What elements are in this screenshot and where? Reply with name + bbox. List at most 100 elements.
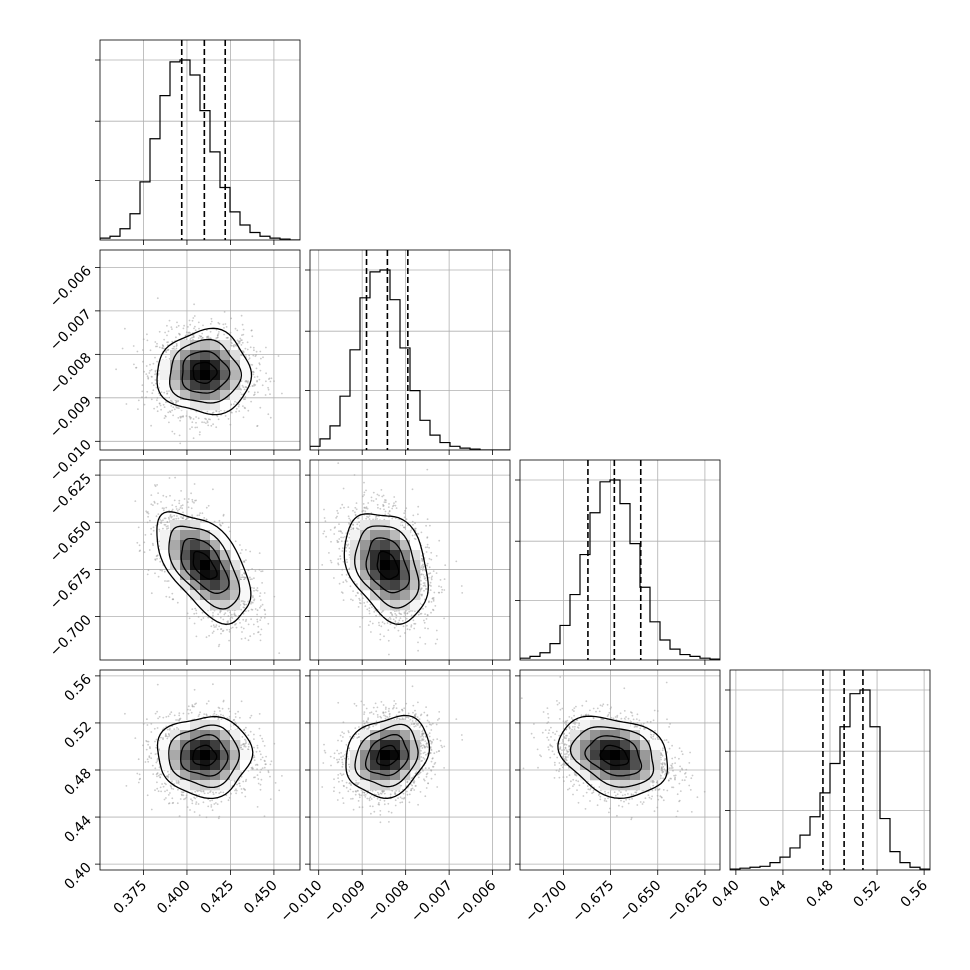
sample-point bbox=[256, 609, 259, 612]
sample-point bbox=[160, 773, 163, 776]
sample-point bbox=[587, 713, 590, 716]
sample-point bbox=[365, 507, 367, 510]
sample-point bbox=[435, 751, 438, 753]
sample-point bbox=[561, 742, 563, 744]
sample-point bbox=[386, 622, 389, 624]
density-block bbox=[220, 730, 231, 741]
sample-point bbox=[258, 595, 261, 597]
sample-point bbox=[397, 621, 400, 624]
sample-point bbox=[154, 373, 156, 376]
sample-point bbox=[405, 507, 408, 510]
sample-point bbox=[398, 790, 401, 792]
x-tick-label: 0.44 bbox=[756, 877, 789, 910]
sample-point bbox=[338, 582, 341, 585]
sample-point bbox=[430, 769, 432, 771]
sample-point bbox=[412, 514, 415, 517]
sample-point bbox=[243, 728, 246, 731]
sample-point bbox=[230, 317, 233, 320]
sample-point bbox=[340, 752, 342, 754]
sample-point bbox=[145, 740, 148, 742]
sample-point bbox=[662, 747, 664, 750]
sample-point bbox=[234, 721, 237, 724]
sample-point bbox=[348, 547, 351, 549]
sample-point bbox=[662, 765, 665, 768]
sample-point bbox=[640, 723, 643, 726]
sample-point bbox=[352, 524, 354, 526]
sample-point bbox=[383, 792, 386, 795]
sample-point bbox=[220, 718, 223, 721]
sample-point bbox=[224, 612, 227, 614]
density-block bbox=[370, 570, 381, 581]
sample-point bbox=[171, 430, 174, 433]
sample-point bbox=[156, 410, 159, 413]
density-block bbox=[640, 750, 651, 761]
sample-point bbox=[387, 618, 390, 621]
sample-point bbox=[368, 607, 371, 609]
sample-point bbox=[152, 504, 154, 506]
sample-point bbox=[652, 719, 655, 722]
sample-point bbox=[183, 498, 186, 500]
x-tick-label: −0.010 bbox=[278, 878, 326, 926]
sample-point bbox=[394, 793, 397, 796]
sample-point bbox=[235, 410, 238, 413]
sample-point bbox=[219, 791, 222, 794]
sample-point bbox=[321, 564, 324, 566]
sample-point bbox=[623, 687, 626, 690]
density-block bbox=[350, 750, 361, 761]
sample-point bbox=[440, 591, 443, 594]
sample-point bbox=[182, 517, 185, 520]
sample-point bbox=[368, 518, 371, 520]
sample-point bbox=[247, 734, 250, 737]
sample-point bbox=[652, 738, 654, 740]
sample-point bbox=[173, 714, 176, 717]
sample-point bbox=[565, 749, 568, 751]
sample-point bbox=[207, 805, 210, 808]
sample-point bbox=[195, 635, 198, 638]
sample-point bbox=[362, 720, 365, 722]
sample-point bbox=[249, 730, 252, 733]
sample-point bbox=[362, 495, 364, 498]
sample-point bbox=[250, 601, 253, 604]
sample-point bbox=[358, 806, 361, 809]
density-block bbox=[600, 740, 611, 751]
density-block bbox=[200, 350, 211, 361]
sample-point bbox=[259, 633, 262, 636]
sample-point bbox=[212, 411, 215, 414]
sample-point bbox=[241, 323, 244, 326]
sample-point bbox=[264, 763, 267, 766]
sample-point bbox=[134, 737, 137, 739]
sample-point bbox=[198, 814, 201, 817]
sample-point bbox=[176, 726, 178, 729]
sample-point bbox=[551, 750, 554, 753]
sample-point bbox=[233, 613, 236, 616]
sample-point bbox=[572, 778, 575, 781]
sample-point bbox=[171, 515, 173, 518]
density-block bbox=[650, 740, 661, 751]
sample-point bbox=[193, 705, 195, 708]
sample-point bbox=[384, 510, 387, 513]
sample-point bbox=[570, 717, 573, 719]
sample-point bbox=[201, 337, 204, 339]
sample-point bbox=[568, 774, 571, 777]
sample-point bbox=[683, 779, 686, 782]
sample-point bbox=[661, 749, 664, 752]
sample-point bbox=[678, 782, 681, 785]
sample-point bbox=[357, 783, 359, 785]
sample-point bbox=[384, 715, 387, 717]
sample-point bbox=[365, 489, 367, 492]
axes-frame bbox=[519, 459, 721, 661]
sample-point bbox=[598, 786, 601, 788]
sample-point bbox=[424, 627, 426, 629]
sample-point bbox=[350, 784, 352, 786]
sample-point bbox=[665, 681, 668, 684]
sample-point bbox=[666, 789, 669, 792]
sample-point bbox=[621, 794, 624, 797]
sample-point bbox=[605, 800, 608, 803]
sample-point bbox=[201, 512, 204, 515]
sample-point bbox=[240, 344, 243, 346]
sample-point bbox=[341, 550, 344, 552]
sample-point bbox=[259, 771, 262, 774]
sample-point bbox=[421, 564, 423, 567]
sample-point bbox=[154, 767, 157, 770]
sample-point bbox=[137, 758, 140, 761]
